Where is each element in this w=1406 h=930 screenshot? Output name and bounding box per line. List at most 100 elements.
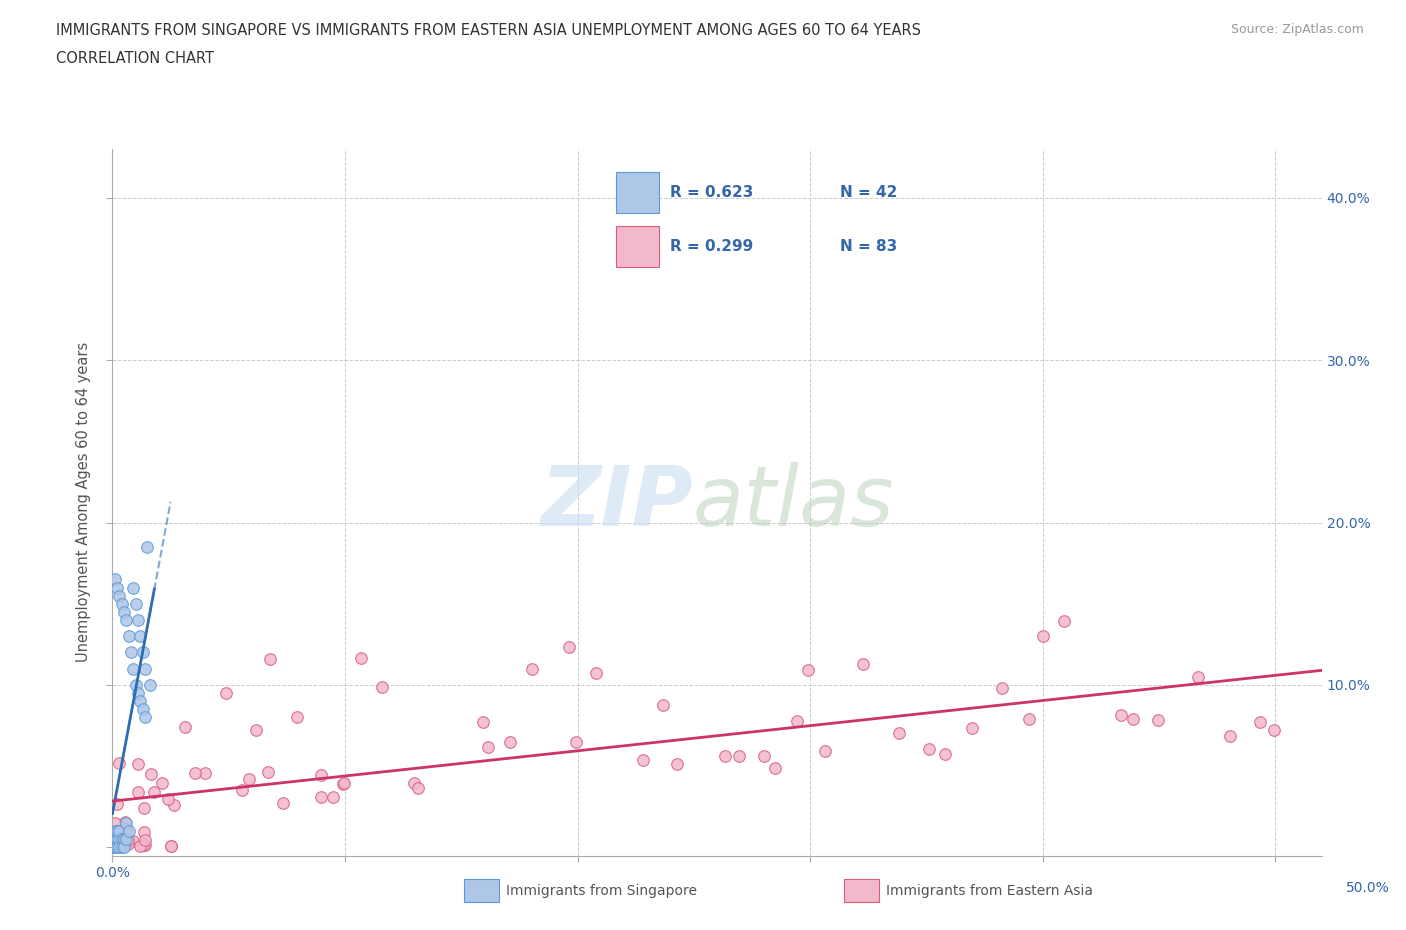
Point <box>332 776 354 790</box>
Point <box>285 710 308 724</box>
Point <box>125 678 148 693</box>
Point <box>814 743 837 758</box>
Point <box>322 790 344 804</box>
Point <box>122 580 145 595</box>
Point <box>122 661 145 676</box>
Point <box>156 791 179 806</box>
Point <box>138 678 160 693</box>
Point <box>104 827 127 842</box>
Point <box>1032 629 1054 644</box>
Point <box>108 756 131 771</box>
Point <box>143 785 166 800</box>
Point <box>105 840 128 855</box>
Point <box>1263 723 1285 737</box>
Point <box>110 820 132 835</box>
Point <box>1187 670 1209 684</box>
Text: atlas: atlas <box>693 461 894 543</box>
Point <box>796 662 818 677</box>
Point <box>127 685 149 700</box>
Point <box>666 756 689 771</box>
Point <box>309 790 332 804</box>
Point <box>115 613 138 628</box>
Point <box>114 835 136 850</box>
Point <box>134 832 156 847</box>
Point <box>108 834 131 849</box>
Point <box>129 694 152 709</box>
Point <box>471 715 494 730</box>
Point <box>105 580 128 595</box>
Point <box>111 596 134 611</box>
Point <box>1219 728 1241 743</box>
Point <box>104 840 127 855</box>
Point <box>122 834 145 849</box>
Point <box>162 797 184 812</box>
Point <box>114 815 136 830</box>
Point <box>259 651 281 666</box>
Point <box>183 765 205 780</box>
Point <box>887 725 910 740</box>
Text: Source: ZipAtlas.com: Source: ZipAtlas.com <box>1230 23 1364 36</box>
Point <box>256 764 278 779</box>
Point <box>499 735 522 750</box>
Point <box>104 840 127 855</box>
Point <box>117 836 139 851</box>
Point <box>104 840 127 855</box>
Point <box>108 824 131 839</box>
Point <box>112 832 135 847</box>
Point <box>159 839 181 854</box>
Point <box>118 824 141 839</box>
Point <box>557 640 579 655</box>
Point <box>564 735 586 750</box>
Point <box>134 710 156 724</box>
Point <box>108 840 131 855</box>
Point <box>132 645 155 660</box>
Y-axis label: Unemployment Among Ages 60 to 64 years: Unemployment Among Ages 60 to 64 years <box>76 342 91 662</box>
Point <box>406 781 429 796</box>
Point <box>118 629 141 644</box>
Point <box>1052 614 1074 629</box>
Point <box>520 661 543 676</box>
Point <box>117 833 139 848</box>
Point <box>371 680 394 695</box>
Point <box>104 572 127 587</box>
Point <box>111 832 134 847</box>
Point <box>150 776 173 790</box>
Point <box>112 840 135 855</box>
Point <box>104 824 127 839</box>
Point <box>132 702 155 717</box>
Point <box>238 771 260 786</box>
Point <box>105 832 128 847</box>
Point <box>105 796 128 811</box>
Point <box>108 588 131 603</box>
Point <box>104 832 127 847</box>
Point <box>918 742 941 757</box>
Point <box>633 752 655 767</box>
Point <box>115 822 138 837</box>
Point <box>215 685 238 700</box>
Text: CORRELATION CHART: CORRELATION CHART <box>56 51 214 66</box>
Point <box>991 681 1014 696</box>
Point <box>1018 711 1040 726</box>
Point <box>934 747 956 762</box>
Point <box>111 821 134 836</box>
Point <box>174 720 197 735</box>
Point <box>1249 714 1271 729</box>
Point <box>350 650 373 665</box>
Text: Immigrants from Eastern Asia: Immigrants from Eastern Asia <box>886 884 1092 898</box>
Point <box>115 832 138 847</box>
Point <box>132 825 155 840</box>
Point <box>159 838 181 853</box>
Point <box>134 838 156 853</box>
Point <box>105 840 128 855</box>
Point <box>714 748 737 763</box>
Point <box>134 661 156 676</box>
Point <box>728 749 751 764</box>
Point <box>962 721 984 736</box>
Point <box>309 767 332 782</box>
Point <box>132 801 155 816</box>
Point <box>754 748 776 763</box>
Point <box>1147 712 1170 727</box>
Point <box>104 824 127 839</box>
Point <box>115 816 138 830</box>
Point <box>194 765 217 780</box>
